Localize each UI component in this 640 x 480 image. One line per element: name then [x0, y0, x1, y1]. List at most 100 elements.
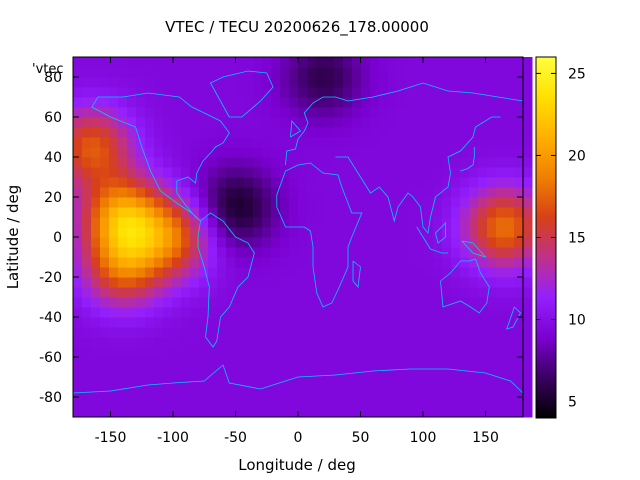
heatmap-cell: [280, 407, 290, 418]
heatmap-cell: [343, 127, 353, 138]
heatmap-cell: [163, 237, 173, 248]
heatmap-cell: [73, 247, 83, 258]
heatmap-cell: [433, 257, 443, 268]
heatmap-cell: [514, 277, 524, 288]
heatmap-cell: [307, 347, 317, 358]
heatmap-cell: [406, 87, 416, 98]
heatmap-cell: [280, 197, 290, 208]
heatmap-cell: [172, 257, 182, 268]
heatmap-cell: [424, 157, 434, 168]
heatmap-cell: [235, 217, 245, 228]
heatmap-cell: [352, 137, 362, 148]
heatmap-cell: [235, 107, 245, 118]
heatmap-cell: [388, 377, 398, 388]
heatmap-cell: [451, 267, 461, 278]
heatmap-cell: [73, 337, 83, 348]
heatmap-cell: [406, 267, 416, 278]
heatmap-cell: [460, 117, 470, 128]
heatmap-cell: [163, 257, 173, 268]
heatmap-cell: [496, 137, 506, 148]
heatmap-cell: [172, 297, 182, 308]
heatmap-cell: [334, 67, 344, 78]
heatmap-cell: [217, 217, 227, 228]
heatmap-cell: [145, 357, 155, 368]
heatmap-cell: [514, 317, 524, 328]
heatmap-cell: [262, 247, 272, 258]
heatmap-cell: [334, 207, 344, 218]
heatmap-cell: [334, 257, 344, 268]
heatmap-cell: [118, 207, 128, 218]
heatmap-cell: [226, 337, 236, 348]
heatmap-cell: [415, 287, 425, 298]
heatmap-cell: [190, 157, 200, 168]
heatmap-cell: [271, 137, 281, 148]
heatmap-cell: [487, 277, 497, 288]
heatmap-cell: [253, 397, 263, 408]
heatmap-cell: [397, 187, 407, 198]
heatmap-cell: [478, 257, 488, 268]
heatmap-cell: [469, 307, 479, 318]
heatmap-cell: [487, 297, 497, 308]
heatmap-cell: [316, 67, 326, 78]
heatmap-cell: [460, 287, 470, 298]
heatmap-cell: [433, 227, 443, 238]
heatmap-cell: [487, 267, 497, 278]
heatmap-cell: [523, 307, 533, 318]
heatmap-cell: [82, 177, 92, 188]
heatmap-cell: [433, 137, 443, 148]
heatmap-cell: [460, 197, 470, 208]
heatmap-cell: [127, 327, 137, 338]
heatmap-cell: [271, 277, 281, 288]
heatmap-cell: [514, 257, 524, 268]
heatmap-cell: [397, 117, 407, 128]
heatmap-cell: [451, 287, 461, 298]
heatmap-cell: [217, 357, 227, 368]
heatmap-cell: [226, 267, 236, 278]
heatmap-cell: [505, 297, 515, 308]
heatmap-cell: [496, 327, 506, 338]
heatmap-cell: [73, 207, 83, 218]
heatmap-cell: [208, 237, 218, 248]
heatmap-cell: [109, 387, 119, 398]
heatmap-cell: [100, 97, 110, 108]
heatmap-cell: [298, 267, 308, 278]
heatmap-cell: [343, 227, 353, 238]
heatmap-cell: [253, 117, 263, 128]
heatmap-cell: [82, 307, 92, 318]
heatmap-cell: [298, 147, 308, 158]
heatmap-cell: [253, 87, 263, 98]
heatmap-cell: [190, 107, 200, 118]
heatmap-cell: [145, 347, 155, 358]
heatmap-cell: [118, 317, 128, 328]
heatmap-cell: [451, 147, 461, 158]
heatmap-cell: [208, 307, 218, 318]
heatmap-cell: [118, 227, 128, 238]
heatmap-cell: [82, 77, 92, 88]
heatmap-cell: [478, 97, 488, 108]
heatmap-cell: [451, 237, 461, 248]
heatmap-cell: [361, 247, 371, 258]
heatmap-cell: [253, 207, 263, 218]
heatmap-cell: [109, 217, 119, 228]
heatmap-cell: [118, 407, 128, 418]
heatmap-cell: [370, 367, 380, 378]
heatmap-cell: [496, 207, 506, 218]
heatmap-cell: [109, 287, 119, 298]
heatmap-cell: [316, 237, 326, 248]
heatmap-cell: [244, 157, 254, 168]
heatmap-cell: [271, 377, 281, 388]
heatmap-cell: [118, 97, 128, 108]
heatmap-cell: [316, 137, 326, 148]
heatmap-cell: [289, 367, 299, 378]
heatmap-cell: [91, 237, 101, 248]
heatmap-cell: [136, 247, 146, 258]
heatmap-cell: [352, 207, 362, 218]
heatmap-cell: [442, 247, 452, 258]
heatmap-cell: [379, 327, 389, 338]
heatmap-cell: [109, 197, 119, 208]
heatmap-cell: [91, 167, 101, 178]
heatmap-cell: [487, 107, 497, 118]
heatmap-cell: [181, 147, 191, 158]
heatmap-cell: [262, 187, 272, 198]
heatmap-cell: [226, 357, 236, 368]
